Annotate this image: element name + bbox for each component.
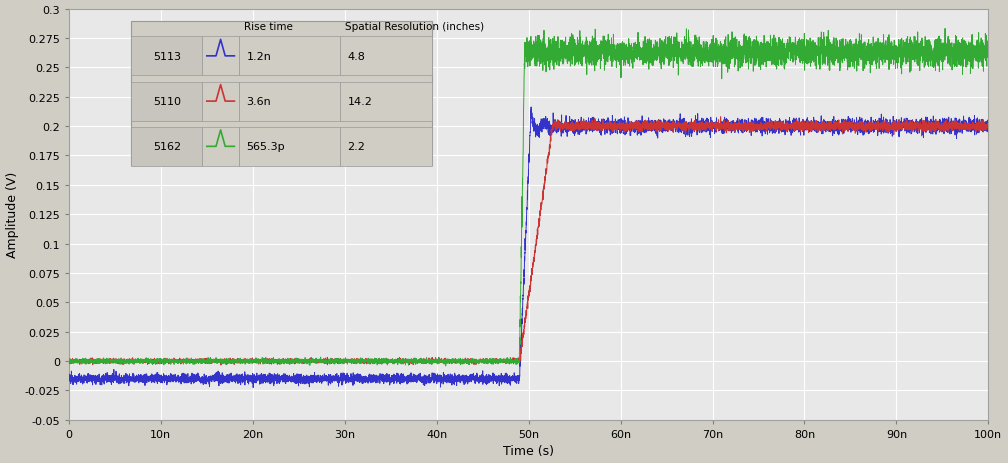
Y-axis label: Amplitude (V): Amplitude (V) bbox=[6, 172, 18, 258]
Text: 3.6n: 3.6n bbox=[246, 97, 271, 107]
Text: 565.3p: 565.3p bbox=[246, 142, 285, 152]
FancyBboxPatch shape bbox=[239, 37, 340, 76]
Text: 14.2: 14.2 bbox=[348, 97, 372, 107]
Text: 2.2: 2.2 bbox=[348, 142, 365, 152]
FancyBboxPatch shape bbox=[239, 82, 340, 121]
Text: 5110: 5110 bbox=[153, 97, 180, 107]
FancyBboxPatch shape bbox=[340, 82, 432, 121]
FancyBboxPatch shape bbox=[203, 37, 239, 76]
FancyBboxPatch shape bbox=[131, 37, 203, 76]
FancyBboxPatch shape bbox=[203, 127, 239, 167]
FancyBboxPatch shape bbox=[340, 37, 432, 76]
FancyBboxPatch shape bbox=[131, 22, 432, 165]
FancyBboxPatch shape bbox=[239, 127, 340, 167]
Text: Spatial Resolution (inches): Spatial Resolution (inches) bbox=[345, 22, 484, 32]
FancyBboxPatch shape bbox=[203, 82, 239, 121]
FancyBboxPatch shape bbox=[340, 127, 432, 167]
X-axis label: Time (s): Time (s) bbox=[503, 444, 554, 457]
FancyBboxPatch shape bbox=[131, 82, 203, 121]
FancyBboxPatch shape bbox=[131, 127, 203, 167]
Text: Rise time: Rise time bbox=[244, 22, 292, 32]
Text: 5113: 5113 bbox=[153, 52, 180, 62]
Text: 1.2n: 1.2n bbox=[246, 52, 271, 62]
Text: 4.8: 4.8 bbox=[348, 52, 365, 62]
Text: 5162: 5162 bbox=[153, 142, 180, 152]
